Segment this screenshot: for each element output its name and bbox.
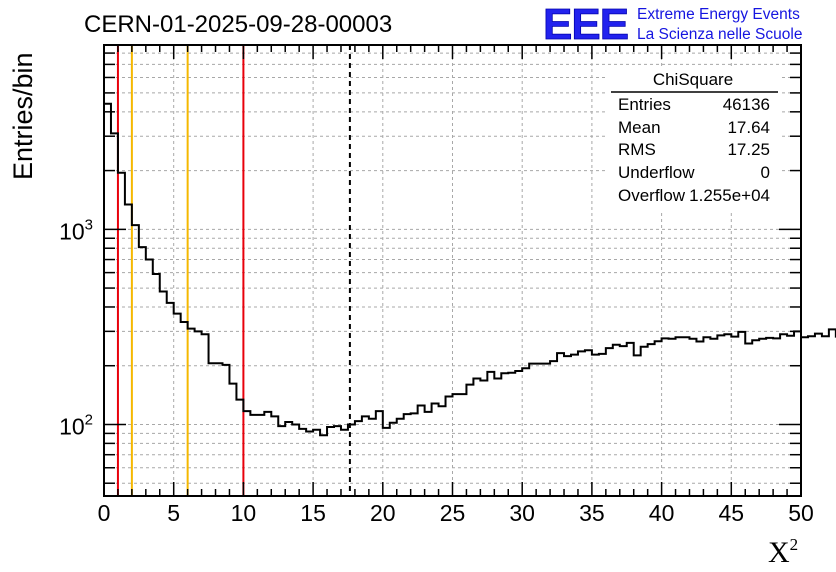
stats-row-label: Mean [618,118,661,137]
stats-row-label: Overflow [618,186,686,205]
threshold-lines [116,45,351,496]
x-tick-labels: 0 5 10 15 20 25 30 35 40 45 50 [98,500,814,526]
stats-row-value: 0 [761,163,770,182]
y-tick-label: 102 [59,411,93,439]
x-tick-label: 40 [649,500,675,526]
y-tick-labels: 102 103 [59,216,93,439]
axis-ticks [103,45,802,496]
stats-row-label: RMS [618,140,656,159]
logo-subtitle-2: La Scienza nelle Scuole [637,26,802,43]
eee-logo: EEE Extreme Energy Events La Scienza nel… [543,0,803,49]
stats-row-value: 46136 [723,95,770,114]
x-tick-label: 25 [440,500,466,526]
x-tick-label: 20 [370,500,396,526]
histogram-series [104,102,836,437]
stats-title: ChiSquare [653,70,733,89]
stats-row-value: 17.64 [727,118,770,137]
stats-box: ChiSquare Entries 46136 Mean 17.64 RMS 1… [606,68,780,212]
x-axis-label: X2 [768,535,798,569]
x-tick-label: 10 [231,500,257,526]
x-tick-label: 5 [167,500,180,526]
eee-logo-mark: EEE [543,0,628,49]
x-tick-label: 0 [98,500,111,526]
grid [104,45,801,496]
x-tick-label: 15 [300,500,326,526]
logo-subtitle-1: Extreme Energy Events [637,6,800,23]
y-tick-label: 103 [59,216,93,244]
stats-row-value: 17.25 [727,140,770,159]
stats-row-value: 1.255e+04 [689,186,770,205]
x-tick-label: 30 [509,500,535,526]
stats-row-label: Entries [618,95,671,114]
x-tick-label: 35 [579,500,605,526]
y-axis-label: Entries/bin [8,52,38,180]
x-tick-label: 50 [788,500,814,526]
stats-row-label: Underflow [618,163,695,182]
chart-title: CERN-01-2025-09-28-00003 [84,11,392,38]
x-tick-label: 45 [719,500,745,526]
